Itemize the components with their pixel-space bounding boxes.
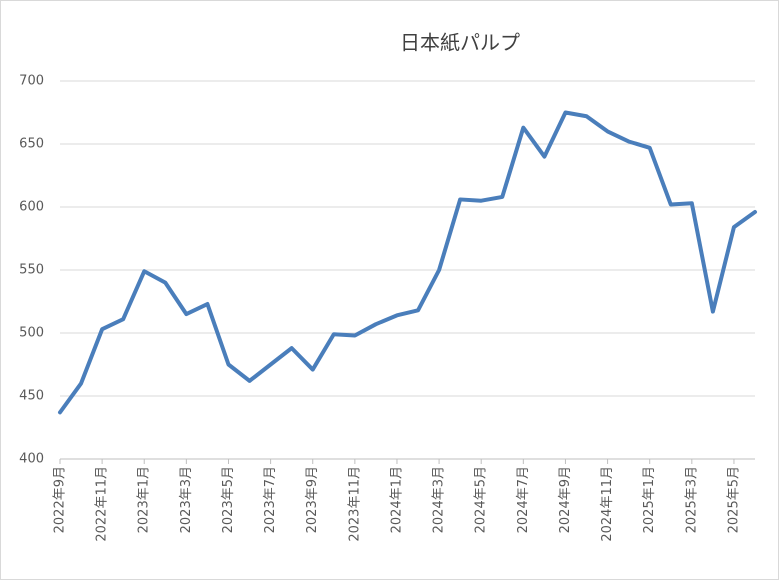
x-tick-label: 2024年9月 xyxy=(558,466,573,533)
x-tick-label: 2024年5月 xyxy=(474,466,489,533)
line-series xyxy=(58,110,757,415)
x-tick-label: 2023年1月 xyxy=(137,466,152,533)
x-tick-label: 2022年11月 xyxy=(95,466,110,542)
x-tick-label: 2023年5月 xyxy=(221,466,236,533)
x-tick-label: 2025年3月 xyxy=(684,466,699,533)
x-tick-label: 2024年1月 xyxy=(389,466,404,533)
x-tick-label: 2023年11月 xyxy=(347,466,362,542)
x-tick-label: 2023年3月 xyxy=(179,466,194,533)
y-tick-label: 700 xyxy=(19,74,44,89)
y-tick-label: 600 xyxy=(19,200,44,215)
x-tick-label: 2024年3月 xyxy=(432,466,447,533)
x-tick-label: 2024年11月 xyxy=(600,466,615,542)
y-tick-label: 650 xyxy=(19,137,44,152)
x-tick-label: 2025年1月 xyxy=(642,466,657,533)
x-tick-label: 2022年9月 xyxy=(53,466,68,533)
y-tick-label: 400 xyxy=(19,452,44,467)
y-tick-label: 500 xyxy=(19,326,44,341)
y-tick-label: 550 xyxy=(19,263,44,278)
x-tick-label: 2023年7月 xyxy=(263,466,278,533)
y-tick-label: 450 xyxy=(19,389,44,404)
x-tick-label: 2023年9月 xyxy=(305,466,320,533)
x-tick-label: 2025年5月 xyxy=(726,466,741,533)
chart-title: 日本紙パルプ xyxy=(400,31,520,55)
x-tick-label: 2024年7月 xyxy=(516,466,531,533)
